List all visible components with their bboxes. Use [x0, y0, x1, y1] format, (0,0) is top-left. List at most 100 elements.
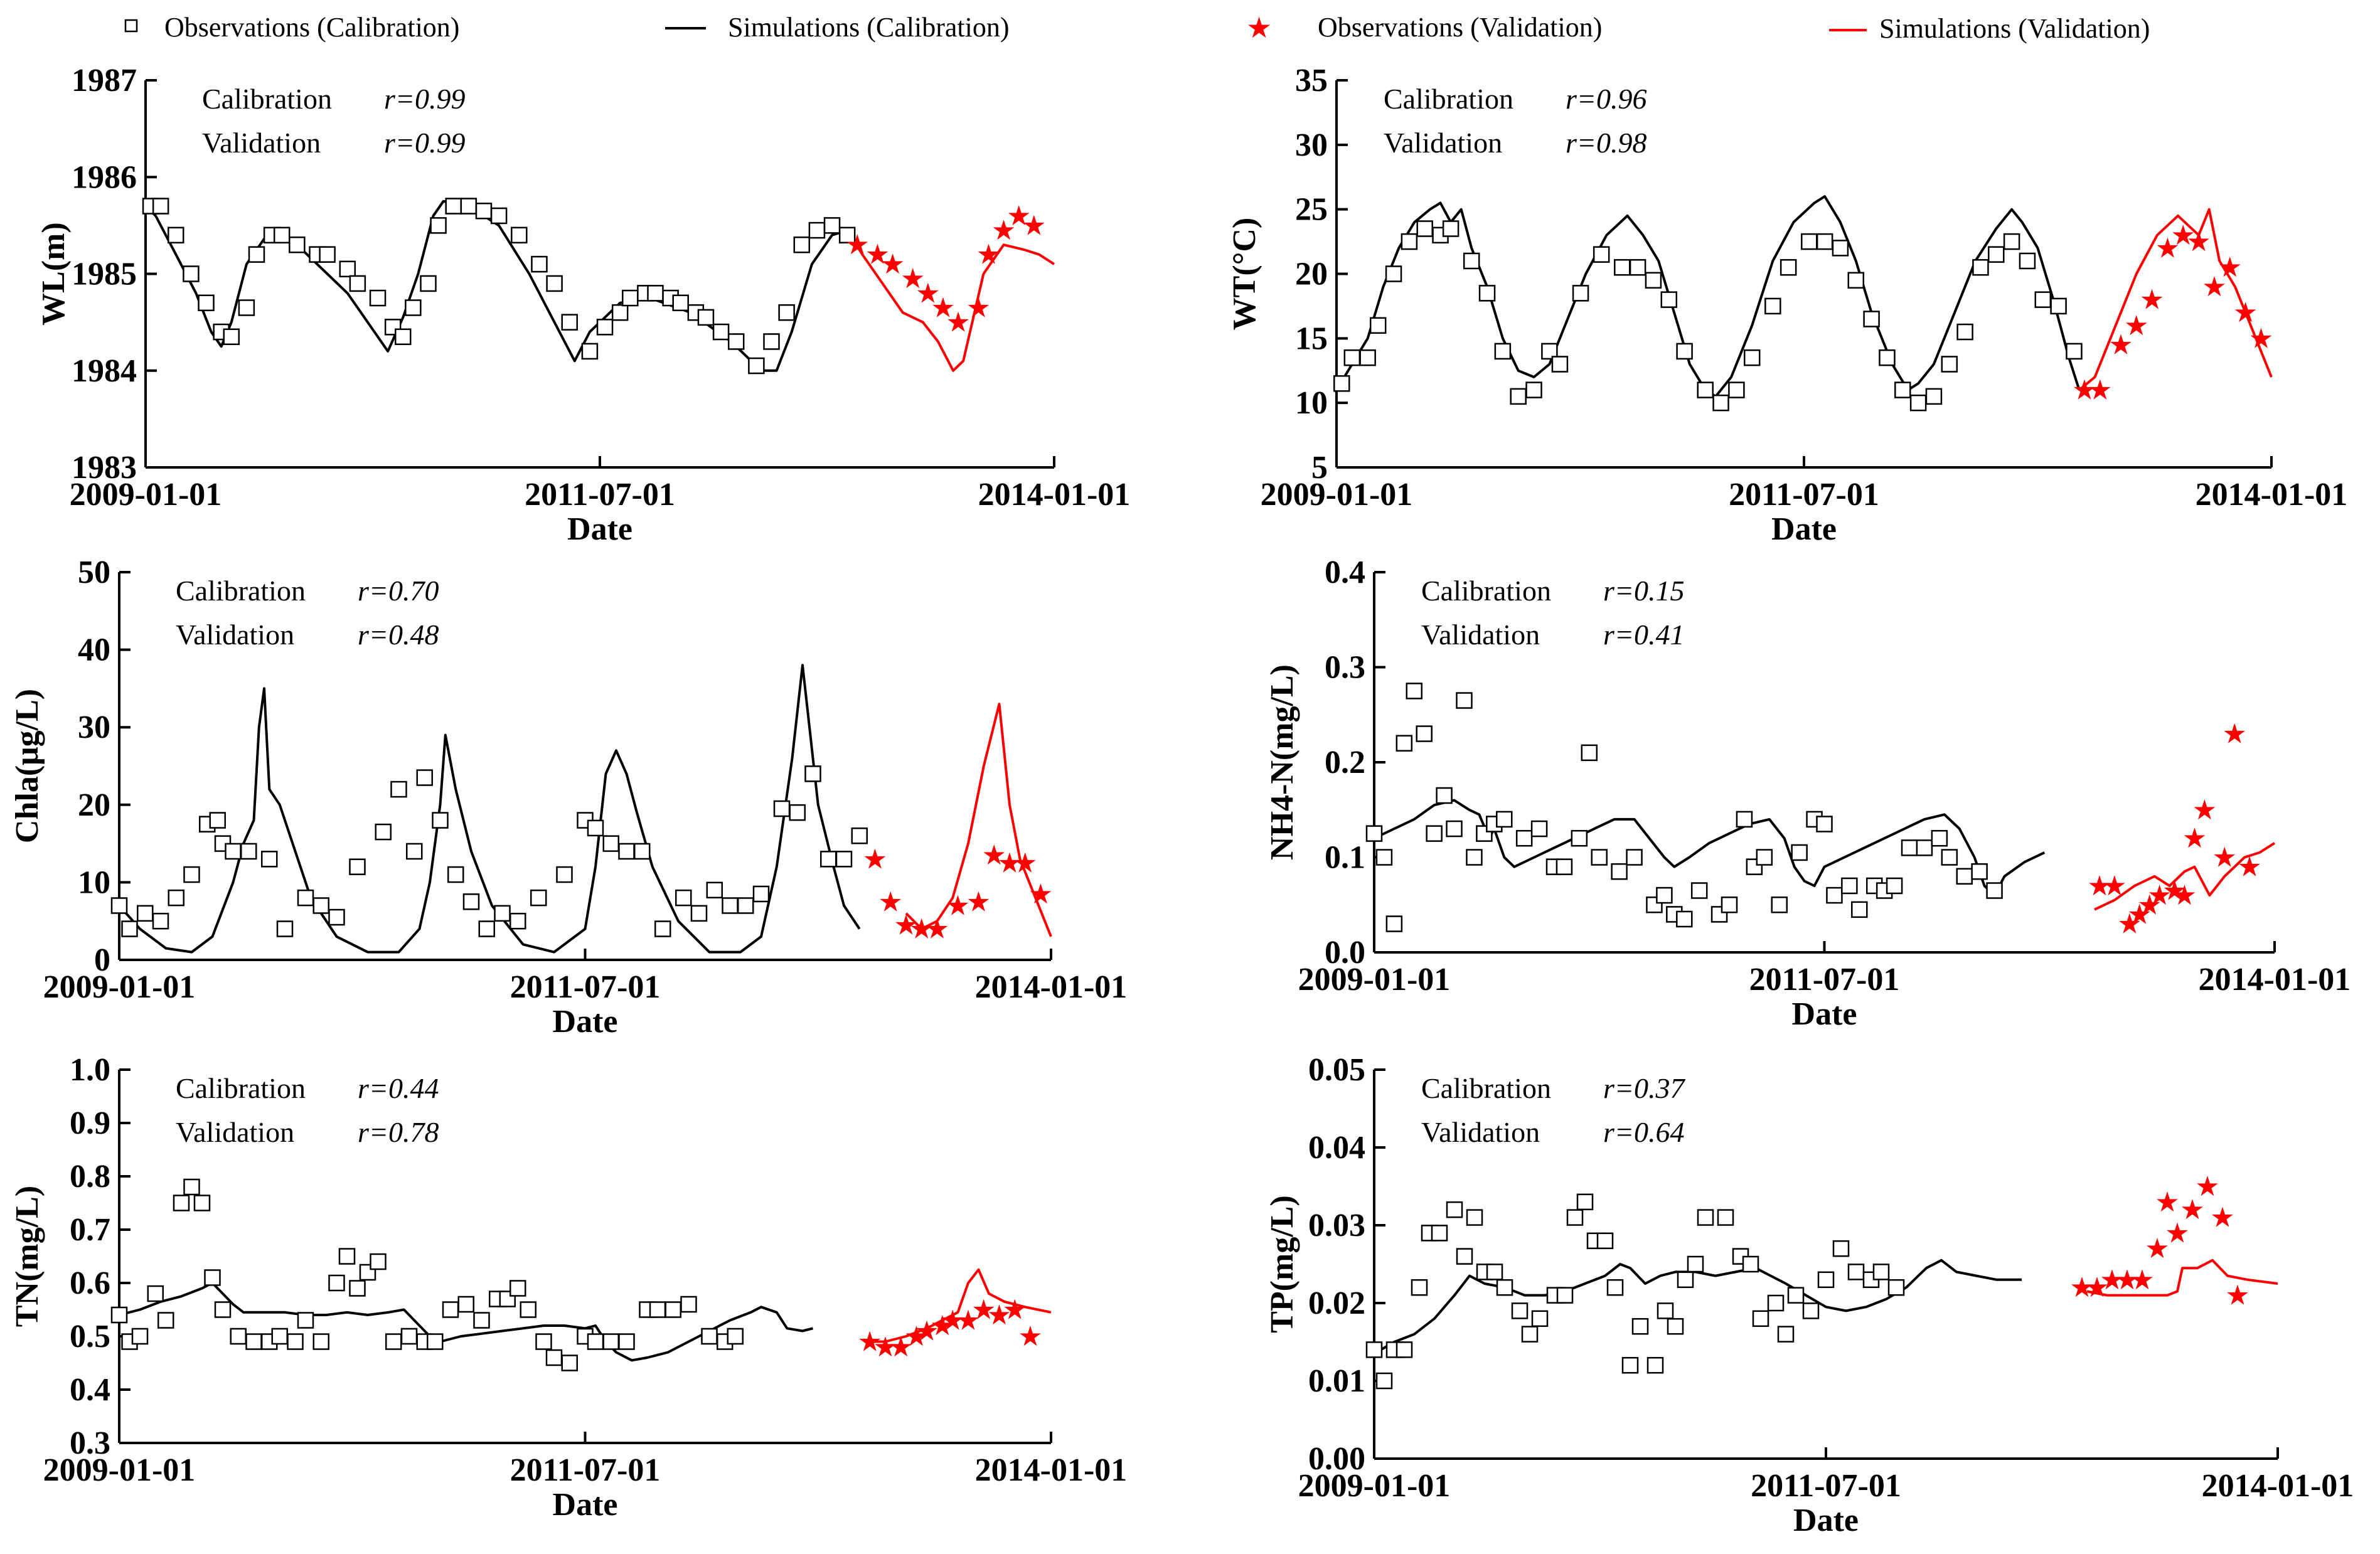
y-axis-title: TP(mg/L) — [1264, 1195, 1300, 1333]
observation-point-calibration — [297, 889, 314, 907]
annotation-calibration-label: Calibration — [1421, 1072, 1551, 1104]
x-tick-label: 2011-07-01 — [510, 969, 661, 1005]
observation-point-calibration — [1986, 882, 2003, 899]
observation-point-calibration — [823, 217, 841, 234]
chart-panel-5: 0.3 0.4 0.5 0.6 0.7 0.8 0.9 1.0 2009-01-01 2011-0… — [9, 1052, 1127, 1523]
observation-point-calibration — [1496, 1279, 1513, 1296]
y-tick-label: 0.2 — [1325, 745, 1365, 780]
y-tick-label: 10 — [78, 865, 110, 900]
observation-point-calibration — [1411, 1279, 1428, 1296]
observation-point-calibration — [838, 226, 856, 244]
y-tick-label: 0.3 — [70, 1425, 110, 1461]
observation-point-calibration — [1712, 394, 1729, 412]
observation-point-calibration — [1496, 811, 1513, 828]
observation-point-validation: ★ — [2147, 880, 2172, 912]
observation-point-calibration — [1359, 349, 1376, 366]
observation-point-calibration — [349, 858, 366, 875]
observation-point-calibration — [752, 885, 770, 903]
observation-point-calibration — [110, 897, 128, 914]
observation-point-calibration — [1530, 820, 1548, 838]
y-tick-label: 0.6 — [70, 1265, 110, 1301]
observation-point-validation: ★ — [925, 913, 949, 945]
observation-point-calibration — [1395, 735, 1413, 752]
observation-point-calibration — [2003, 233, 2020, 250]
observation-point-calibration — [289, 236, 306, 253]
observation-point-calibration — [535, 1333, 552, 1350]
annotation-validation-r: r=0.78 — [358, 1116, 439, 1148]
x-axis-title: Date — [553, 1004, 618, 1040]
observation-point-calibration — [1909, 394, 1927, 412]
observation-point-calibration — [157, 1312, 174, 1329]
observation-point-calibration — [520, 1301, 536, 1318]
observation-point-calibration — [808, 221, 826, 239]
observation-point-calibration — [1791, 844, 1808, 861]
observation-point-calibration — [1463, 252, 1480, 270]
observation-point-calibration — [851, 827, 868, 844]
observation-point-calibration — [1742, 1255, 1759, 1273]
annotation-calibration-label: Calibration — [176, 1072, 306, 1104]
observation-point-calibration — [1525, 381, 1542, 398]
observation-point-calibration — [1886, 877, 1903, 895]
observation-point-calibration — [820, 851, 837, 868]
observation-point-validation: ★ — [2222, 718, 2246, 750]
observation-point-calibration — [475, 202, 493, 220]
observation-point-calibration — [793, 236, 811, 253]
observation-point-calibration — [375, 823, 392, 841]
x-tick-label: 2011-07-01 — [1751, 1468, 1901, 1504]
annotation-validation-r: r=0.41 — [1603, 619, 1684, 651]
observation-point-calibration — [1566, 1209, 1584, 1226]
observation-point-calibration — [183, 265, 200, 282]
observation-point-calibration — [1556, 858, 1573, 875]
observation-point-validation: ★ — [991, 215, 1016, 247]
y-tick-label: 0.4 — [70, 1372, 110, 1408]
observation-point-validation: ★ — [1018, 1321, 1042, 1353]
x-tick-label: 2011-07-01 — [525, 477, 675, 513]
observation-point-validation: ★ — [2165, 1217, 2189, 1249]
observation-point-calibration — [442, 1301, 459, 1318]
observation-point-validation: ★ — [858, 1326, 882, 1358]
observation-point-calibration — [395, 328, 412, 346]
observation-point-calibration — [804, 765, 821, 782]
observation-point-calibration — [230, 1328, 247, 1345]
observation-point-calibration — [338, 1248, 356, 1265]
y-tick-label: 20 — [1295, 257, 1328, 292]
observation-point-calibration — [173, 1195, 190, 1211]
observation-point-calibration — [511, 226, 528, 244]
observation-point-calibration — [473, 1312, 490, 1329]
x-tick-label: 2014-01-01 — [2199, 962, 2351, 998]
observation-point-validation: ★ — [2100, 1264, 2124, 1296]
series-line-simulation-validation — [2078, 208, 2273, 391]
observation-point-validation: ★ — [956, 1305, 980, 1337]
observation-point-calibration — [370, 1253, 387, 1270]
annotation-calibration-r: r=0.15 — [1603, 575, 1684, 607]
series-line-simulation-validation — [2094, 842, 2276, 911]
observation-point-calibration — [287, 1333, 304, 1350]
observation-point-calibration — [545, 1349, 563, 1366]
observation-point-calibration — [1581, 744, 1598, 762]
observation-point-validation: ★ — [2117, 908, 2142, 940]
observation-point-validation: ★ — [1003, 1294, 1027, 1326]
observation-point-validation: ★ — [2069, 1272, 2094, 1304]
observation-point-calibration — [1657, 1302, 1674, 1319]
observation-point-calibration — [622, 289, 639, 307]
y-tick-label: 35 — [1295, 63, 1328, 98]
observation-point-calibration — [2019, 252, 2036, 270]
annotation-validation-label: Validation — [1421, 1116, 1540, 1148]
x-tick-label: 2009-01-01 — [70, 477, 222, 513]
observation-point-calibration — [1787, 1287, 1805, 1304]
observation-point-calibration — [649, 1301, 666, 1318]
observation-point-calibration — [1375, 849, 1393, 866]
observation-point-calibration — [680, 1296, 697, 1313]
observation-point-validation: ★ — [2088, 375, 2112, 407]
observation-point-calibration — [1931, 829, 1948, 847]
observation-point-calibration — [1406, 683, 1423, 700]
observation-point-calibration — [445, 198, 462, 215]
y-tick-label: 0.3 — [1325, 650, 1365, 686]
observation-point-validation: ★ — [1028, 878, 1053, 910]
observation-point-calibration — [1894, 381, 1911, 398]
observation-point-calibration — [1656, 886, 1673, 904]
series-line-simulation-calibration — [119, 1282, 813, 1362]
observation-point-calibration — [727, 1328, 744, 1345]
observation-point-calibration — [1442, 220, 1459, 237]
y-tick-label: 0.1 — [1325, 840, 1365, 876]
